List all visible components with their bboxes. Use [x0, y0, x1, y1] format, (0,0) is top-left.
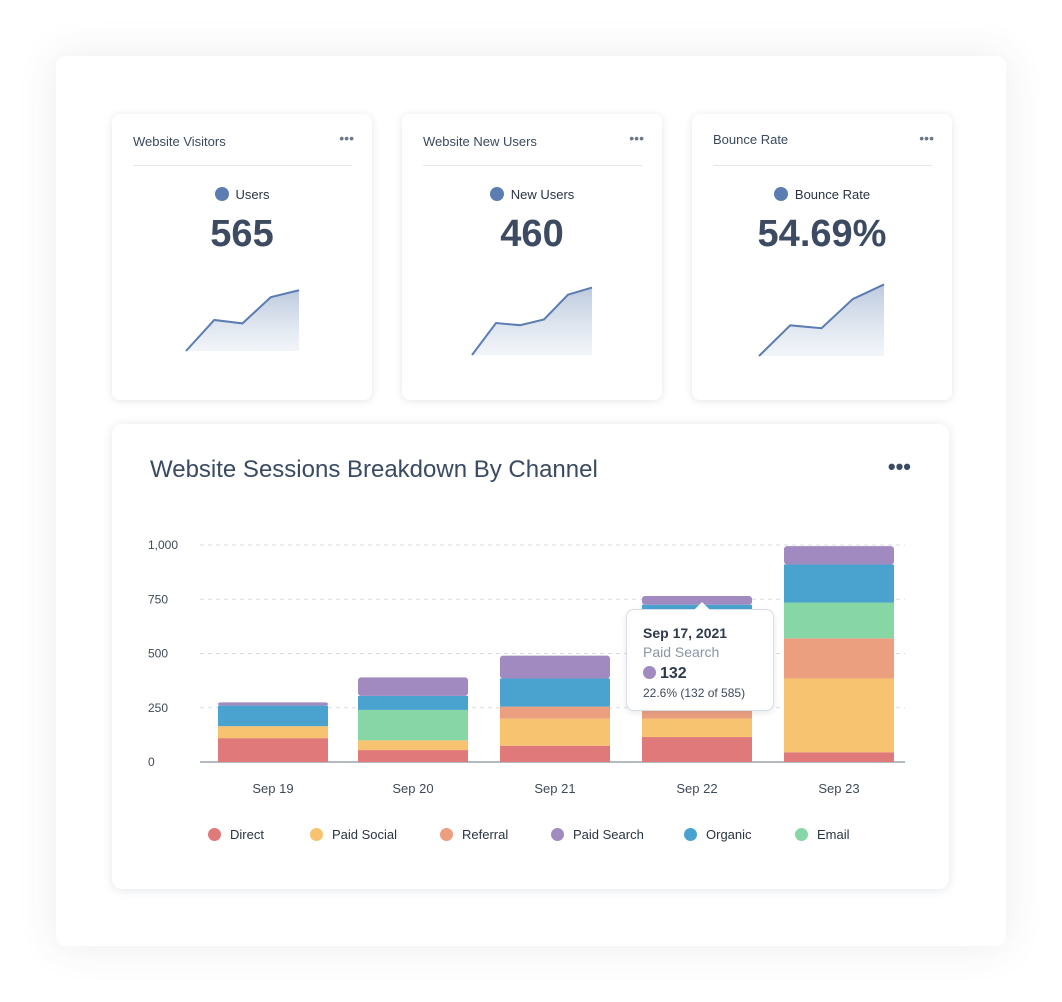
bar-segment-organic[interactable] — [784, 564, 894, 603]
kpi-legend-label: Bounce Rate — [794, 187, 871, 202]
x-tick-label: Sep 23 — [818, 781, 859, 796]
legend-label: Paid Social — [332, 827, 398, 842]
kpi-title: Website New Users — [423, 134, 537, 149]
more-options-icon[interactable]: ••• — [629, 130, 644, 146]
sparkline-area — [759, 284, 884, 356]
y-tick-label: 1,000 — [148, 538, 178, 552]
divider — [133, 165, 352, 166]
divider — [423, 165, 642, 166]
sparkline-area — [472, 287, 592, 355]
more-options-icon[interactable]: ••• — [887, 454, 911, 479]
legend-dot-icon — [773, 187, 788, 201]
kpi-legend-label: New Users — [510, 187, 575, 202]
x-tick-label: Sep 20 — [392, 781, 433, 796]
kpi-value: 565 — [210, 213, 274, 255]
legend-item-email[interactable]: Email — [795, 827, 850, 842]
kpi-card-new-users: Website New Users ••• New Users 460 — [402, 114, 662, 400]
kpi-card-visitors: Website Visitors ••• Users 565 — [112, 114, 372, 400]
kpi-legend: Users — [112, 187, 372, 202]
chart-title: Website Sessions Breakdown By Channel — [150, 456, 598, 483]
kpi-legend: Bounce Rate — [692, 187, 952, 202]
tooltip-value-row: 132 — [643, 665, 687, 683]
legend-dot-icon — [208, 828, 221, 841]
bar-segment-direct[interactable] — [218, 738, 328, 762]
legend-item-paid-search[interactable]: Paid Search — [551, 827, 644, 842]
kpi-legend-label: Users — [235, 187, 270, 202]
kpi-title: Bounce Rate — [713, 132, 789, 147]
tooltip-series: Paid Search — [643, 644, 720, 660]
legend-label: Paid Search — [573, 827, 644, 842]
bar-segment-paid-social[interactable] — [358, 740, 468, 751]
y-tick-label: 250 — [148, 701, 168, 715]
legend-label: Email — [817, 827, 850, 842]
legend-label: Direct — [230, 827, 264, 842]
bar-segment-paid-search[interactable] — [358, 677, 468, 696]
bar-segment-organic[interactable] — [500, 678, 610, 707]
sparkline-chart — [185, 289, 300, 352]
legend-item-referral[interactable]: Referral — [440, 827, 508, 842]
bar-segment-organic[interactable] — [218, 705, 328, 727]
more-options-icon[interactable]: ••• — [919, 130, 934, 146]
bar-segment-organic[interactable] — [358, 695, 468, 710]
sparkline-chart — [471, 286, 593, 356]
bar-segment-paid-search[interactable] — [500, 655, 610, 679]
bar-segment-referral[interactable] — [642, 707, 752, 719]
y-tick-label: 0 — [148, 755, 155, 769]
more-options-icon[interactable]: ••• — [339, 130, 354, 146]
chart-tooltip: Sep 17, 2021 Paid Search 132 22.6% (132 … — [626, 602, 774, 711]
x-tick-label: Sep 21 — [534, 781, 575, 796]
sparkline-area — [186, 290, 299, 351]
x-tick-label: Sep 19 — [252, 781, 293, 796]
legend-dot-icon — [310, 828, 323, 841]
bar-segment-paid-search[interactable] — [218, 702, 328, 706]
sparkline-line — [185, 289, 300, 352]
sparkline-line — [471, 286, 593, 356]
sparkline-chart — [758, 283, 885, 357]
bar-segment-referral[interactable] — [500, 706, 610, 719]
divider — [713, 165, 932, 166]
legend-dot-icon — [684, 828, 697, 841]
legend-dot-icon — [440, 828, 453, 841]
sparkline-line — [758, 283, 885, 357]
tooltip-date: Sep 17, 2021 — [643, 625, 728, 641]
tooltip-arrow — [694, 602, 710, 610]
series-dot-icon — [643, 666, 656, 679]
bar-segment-paid-social[interactable] — [500, 718, 610, 746]
legend-dot-icon — [214, 187, 229, 201]
kpi-value: 54.69% — [757, 213, 887, 255]
kpi-value: 460 — [500, 213, 564, 255]
bar-segment-referral[interactable] — [784, 638, 894, 679]
legend-label: Referral — [462, 827, 509, 842]
bar-segment-email[interactable] — [358, 709, 468, 741]
bar-segment-direct[interactable] — [784, 752, 894, 762]
bar-segment-direct[interactable] — [500, 745, 610, 762]
legend-item-paid-social[interactable]: Paid Social — [310, 827, 397, 842]
bar-segment-direct[interactable] — [642, 737, 752, 762]
kpi-card-bounce-rate: Bounce Rate ••• Bounce Rate 54.69% — [692, 114, 952, 400]
kpi-legend: New Users — [402, 187, 662, 202]
legend-item-organic[interactable]: Organic — [684, 827, 752, 842]
legend-label: Organic — [706, 827, 752, 842]
bar-segment-direct[interactable] — [358, 750, 468, 762]
bar-segment-paid-social[interactable] — [784, 678, 894, 753]
bar-segment-paid-social[interactable] — [642, 718, 752, 738]
bar-segment-paid-search[interactable] — [642, 595, 752, 605]
tooltip-percent: 22.6% (132 of 585) — [643, 686, 746, 700]
bar-segment-paid-social[interactable] — [218, 726, 328, 739]
kpi-title: Website Visitors — [133, 134, 226, 149]
legend-dot-icon — [489, 187, 504, 201]
legend-dot-icon — [551, 828, 564, 841]
y-tick-label: 750 — [148, 592, 168, 606]
legend-item-direct[interactable]: Direct — [208, 827, 264, 842]
bar-segment-email[interactable] — [784, 602, 894, 639]
x-tick-label: Sep 22 — [676, 781, 717, 796]
tooltip-value: 132 — [660, 665, 687, 682]
bar-segment-paid-search[interactable] — [784, 546, 894, 565]
legend-dot-icon — [795, 828, 808, 841]
y-tick-label: 500 — [148, 647, 168, 661]
